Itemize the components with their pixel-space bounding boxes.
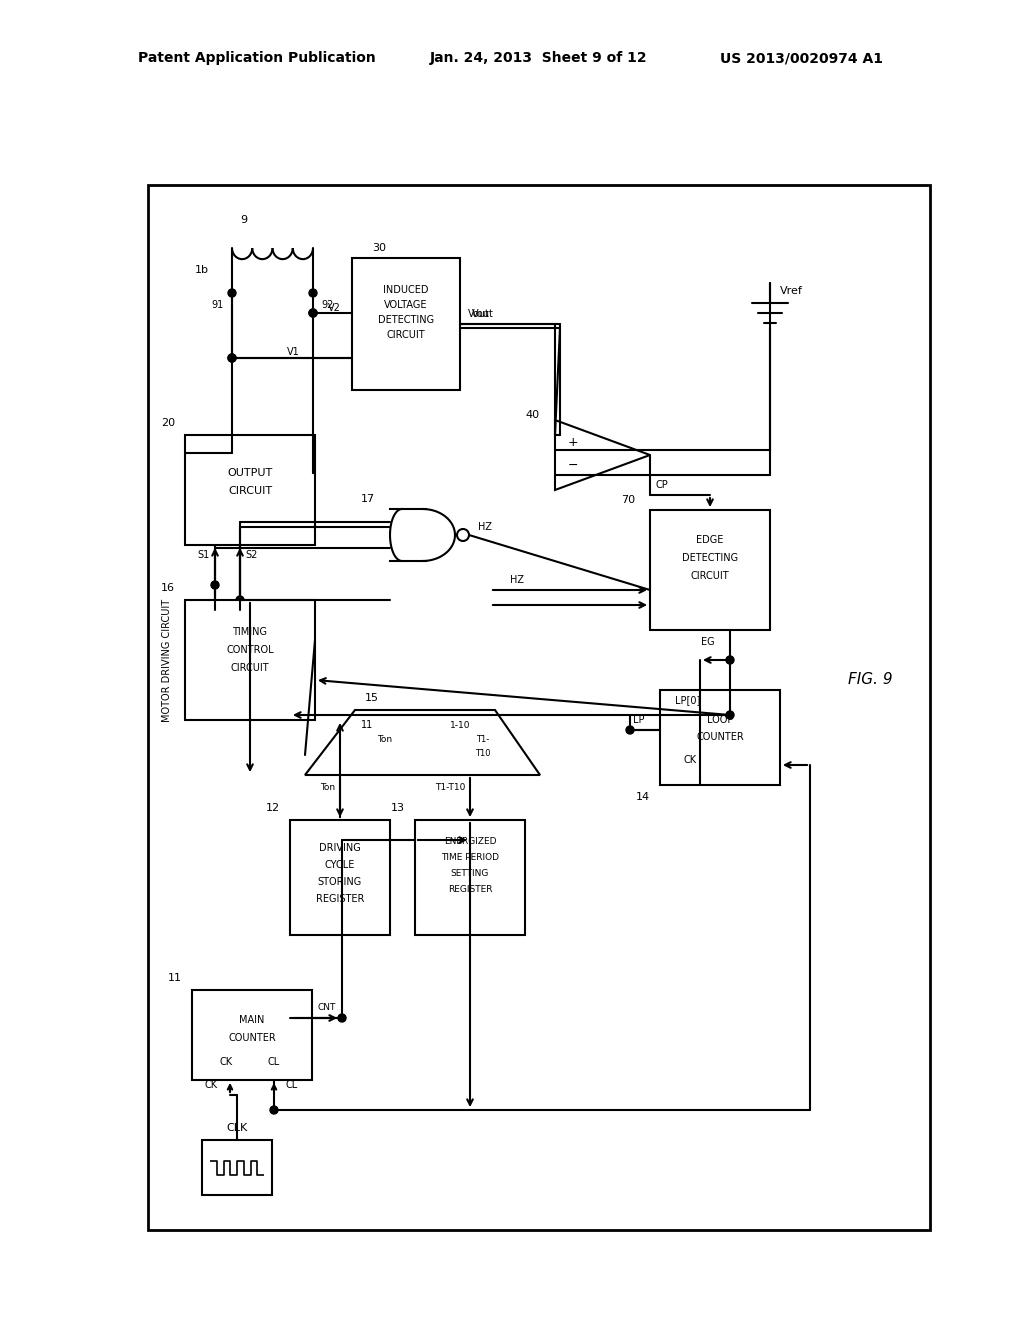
Text: V1: V1 [287,347,300,356]
Text: REGISTER: REGISTER [315,894,365,904]
Circle shape [726,656,734,664]
Text: EG: EG [701,638,715,647]
Text: T1-: T1- [476,735,489,744]
Text: COUNTER: COUNTER [696,733,743,742]
Text: 1b: 1b [195,265,209,275]
Text: MAIN: MAIN [240,1015,264,1026]
Text: 30: 30 [372,243,386,253]
Text: Ton: Ton [378,735,392,744]
Text: 16: 16 [161,583,175,593]
Text: Vout: Vout [472,309,494,319]
Bar [290,820,390,935]
Text: T1-T10: T1-T10 [434,783,465,792]
Text: 92: 92 [321,300,334,310]
Text: S1: S1 [198,550,210,560]
Text: EDGE: EDGE [696,535,724,545]
Text: DETECTING: DETECTING [682,553,738,564]
Bar [650,510,770,630]
Text: 12: 12 [266,803,280,813]
Text: V2: V2 [328,304,341,313]
Text: CK: CK [205,1080,218,1090]
Text: Jan. 24, 2013  Sheet 9 of 12: Jan. 24, 2013 Sheet 9 of 12 [430,51,647,65]
Text: COUNTER: COUNTER [228,1034,275,1043]
Text: CIRCUIT: CIRCUIT [387,330,425,341]
Bar [193,990,312,1080]
Text: Ton: Ton [319,783,335,792]
Text: HZ: HZ [478,521,492,532]
Circle shape [626,726,634,734]
Text: LOOP: LOOP [707,715,733,725]
Text: 15: 15 [365,693,379,704]
Text: −: − [567,458,579,471]
Text: CNT: CNT [317,1003,336,1012]
Text: CP: CP [655,480,668,490]
Text: 70: 70 [621,495,635,506]
Text: CLK: CLK [226,1123,248,1133]
Text: 11: 11 [360,719,373,730]
Circle shape [309,309,317,317]
Text: CL: CL [267,1057,280,1067]
Circle shape [228,289,236,297]
Bar [415,820,525,935]
Text: VOLTAGE: VOLTAGE [384,300,428,310]
Text: LP: LP [634,715,645,725]
Text: INDUCED: INDUCED [383,285,429,294]
Text: 9: 9 [240,215,247,224]
Text: S2: S2 [245,550,257,560]
Text: Patent Application Publication: Patent Application Publication [138,51,376,65]
Text: CK: CK [220,1057,233,1067]
Text: STORING: STORING [317,876,362,887]
Text: 40: 40 [526,411,540,420]
Text: 17: 17 [360,494,375,504]
Text: CYCLE: CYCLE [325,861,355,870]
Circle shape [228,354,236,362]
Bar [202,1140,272,1195]
Text: 1-10: 1-10 [450,721,470,730]
Text: HZ: HZ [510,576,524,585]
Text: SETTING: SETTING [451,870,489,879]
Bar [185,436,315,545]
Text: CK: CK [683,755,696,766]
Text: 14: 14 [636,792,650,803]
Bar [148,185,930,1230]
Text: CIRCUIT: CIRCUIT [228,486,272,496]
Text: 20: 20 [161,418,175,428]
Text: ENERGIZED: ENERGIZED [443,837,497,846]
Circle shape [211,581,219,589]
Text: TIMING: TIMING [232,627,267,638]
Text: 13: 13 [391,803,406,813]
Bar [660,690,780,785]
Text: +: + [567,437,579,450]
Text: T10: T10 [475,750,490,759]
Text: OUTPUT: OUTPUT [227,469,272,478]
Text: Vref: Vref [780,286,803,296]
Circle shape [270,1106,278,1114]
Circle shape [338,1014,346,1022]
Circle shape [726,711,734,719]
Text: FIG. 9: FIG. 9 [848,672,892,688]
Text: CIRCUIT: CIRCUIT [230,663,269,673]
Bar [185,601,315,719]
Bar [352,257,460,389]
Text: 11: 11 [168,973,182,983]
Text: DRIVING: DRIVING [319,843,360,853]
Text: 91: 91 [212,300,224,310]
Circle shape [236,597,244,605]
Text: MOTOR DRIVING CIRCUIT: MOTOR DRIVING CIRCUIT [162,598,172,722]
Text: US 2013/0020974 A1: US 2013/0020974 A1 [720,51,883,65]
Circle shape [228,354,236,362]
Text: CL: CL [286,1080,298,1090]
Text: Vout: Vout [468,309,489,319]
Circle shape [309,289,317,297]
Text: LP[0]: LP[0] [675,696,700,705]
Circle shape [309,309,317,317]
Text: DETECTING: DETECTING [378,315,434,325]
Text: TIME PERIOD: TIME PERIOD [441,854,499,862]
Text: CONTROL: CONTROL [226,645,273,655]
Text: CIRCUIT: CIRCUIT [690,572,729,581]
Text: REGISTER: REGISTER [447,886,493,895]
